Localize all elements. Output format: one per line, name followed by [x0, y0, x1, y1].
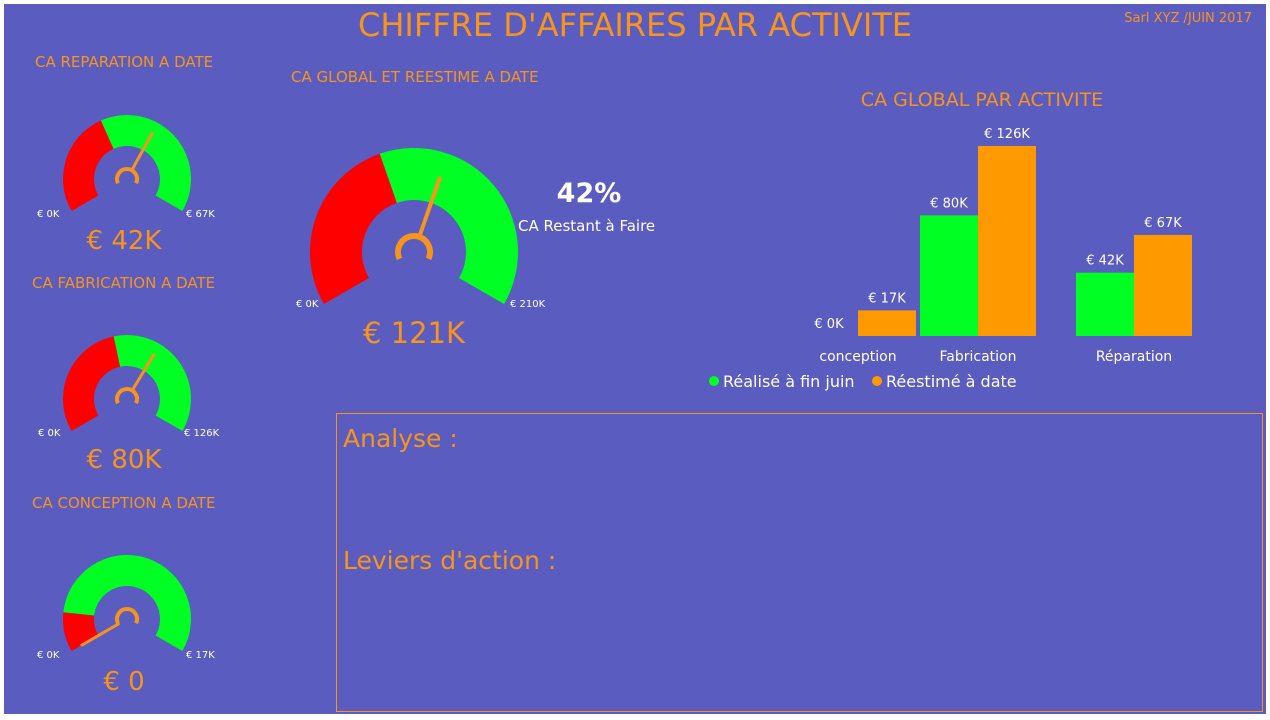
- leviers-heading: Leviers d'action :: [343, 546, 557, 575]
- analysis-box: Analyse : Leviers d'action :: [336, 413, 1263, 712]
- gauge-conception-max: € 17K: [186, 650, 215, 661]
- bar-chart-title: CA GLOBAL PAR ACTIVITE: [861, 89, 1103, 111]
- legend-label-series2: Réestimé à date: [886, 372, 1017, 391]
- bar-fabrication-series2: [978, 146, 1036, 336]
- gauge-global-title: CA GLOBAL ET REESTIME A DATE: [291, 68, 539, 86]
- gauge-reparation-max: € 67K: [186, 209, 215, 220]
- bar-chart: CA GLOBAL PAR ACTIVITE € 0K € 17K concepti…: [709, 89, 1192, 391]
- gauge-conception-value: € 0: [103, 667, 145, 697]
- bar-label-réparation-series1: € 42K: [1086, 254, 1124, 269]
- gauge-reparation-title: CA REPARATION A DATE: [35, 53, 214, 71]
- gauge-hub: [115, 387, 139, 405]
- gauge-hub: [115, 167, 139, 185]
- gauge-needle: [80, 622, 120, 647]
- global-percent: 42%: [556, 178, 622, 209]
- bar-conception-series2: [858, 310, 916, 336]
- gauge-needle: [130, 131, 154, 172]
- gauge-green-segment: [63, 555, 191, 651]
- gauge-green-segment: [113, 335, 191, 431]
- gauge-red-segment: [310, 153, 397, 304]
- bar-label-conception-series2: € 17K: [868, 291, 906, 306]
- gauge-hub: [115, 607, 139, 625]
- category-label-conception: conception: [819, 349, 896, 365]
- chart-legend: Réalisé à fin juin Réestimé à date: [709, 372, 1017, 391]
- gauge-red-segment: [63, 612, 99, 651]
- gauge-hub: [395, 233, 433, 261]
- gauge-reparation-value: € 42K: [86, 226, 162, 256]
- gauge-global-value: € 121K: [362, 316, 466, 350]
- gauge-fabrication: [62, 335, 191, 431]
- legend-marker-series1: [709, 376, 719, 386]
- bar-label-fabrication-series1: € 80K: [930, 196, 968, 211]
- dashboard-slide: CHIFFRE D'AFFAIRES PAR ACTIVITE Sarl XYZ…: [4, 4, 1266, 714]
- bars-layer: € 0K € 17K conception € 80K € 126K Fabricatio…: [814, 127, 1192, 365]
- company-date: Sarl XYZ /JUIN 2017: [1124, 11, 1252, 26]
- gauge-needle: [130, 353, 156, 392]
- gauge-reparation-min: € 0K: [37, 209, 60, 220]
- gauge-fabrication-value: € 80K: [86, 445, 162, 475]
- gauge-reparation: [62, 115, 192, 211]
- legend-label-series1: Réalisé à fin juin: [723, 372, 855, 391]
- gauge-needle: [417, 176, 442, 239]
- category-label-réparation: Réparation: [1096, 349, 1172, 365]
- gauge-red-segment: [62, 120, 114, 211]
- gauge-conception: [63, 555, 191, 651]
- gauge-conception-title: CA CONCEPTION A DATE: [32, 494, 216, 512]
- bar-label-conception-series1: € 0K: [814, 317, 844, 332]
- bar-label-réparation-series2: € 67K: [1144, 216, 1182, 231]
- gauge-fabrication-title: CA FABRICATION A DATE: [32, 274, 216, 292]
- gauge-green-segment: [100, 115, 192, 211]
- gauge-red-segment: [62, 336, 121, 431]
- legend-marker-series2: [872, 376, 882, 386]
- category-label-fabrication: Fabrication: [940, 349, 1017, 365]
- gauge-fabrication-max: € 126K: [184, 428, 220, 439]
- bar-réparation-series1: [1076, 272, 1134, 336]
- gauge-conception-min: € 0K: [37, 650, 60, 661]
- bar-label-fabrication-series2: € 126K: [984, 127, 1030, 142]
- global-percent-label: CA Restant à Faire: [518, 217, 656, 235]
- analyse-heading: Analyse :: [343, 424, 458, 453]
- page-title: CHIFFRE D'AFFAIRES PAR ACTIVITE: [357, 6, 913, 44]
- bar-réparation-series2: [1134, 234, 1192, 336]
- gauge-global: [310, 148, 518, 304]
- bar-fabrication-series1: [920, 215, 978, 336]
- gauge-green-segment: [379, 148, 518, 304]
- gauge-global-min: € 0K: [296, 299, 319, 310]
- gauge-fabrication-min: € 0K: [38, 428, 61, 439]
- gauge-global-max: € 210K: [510, 299, 546, 310]
